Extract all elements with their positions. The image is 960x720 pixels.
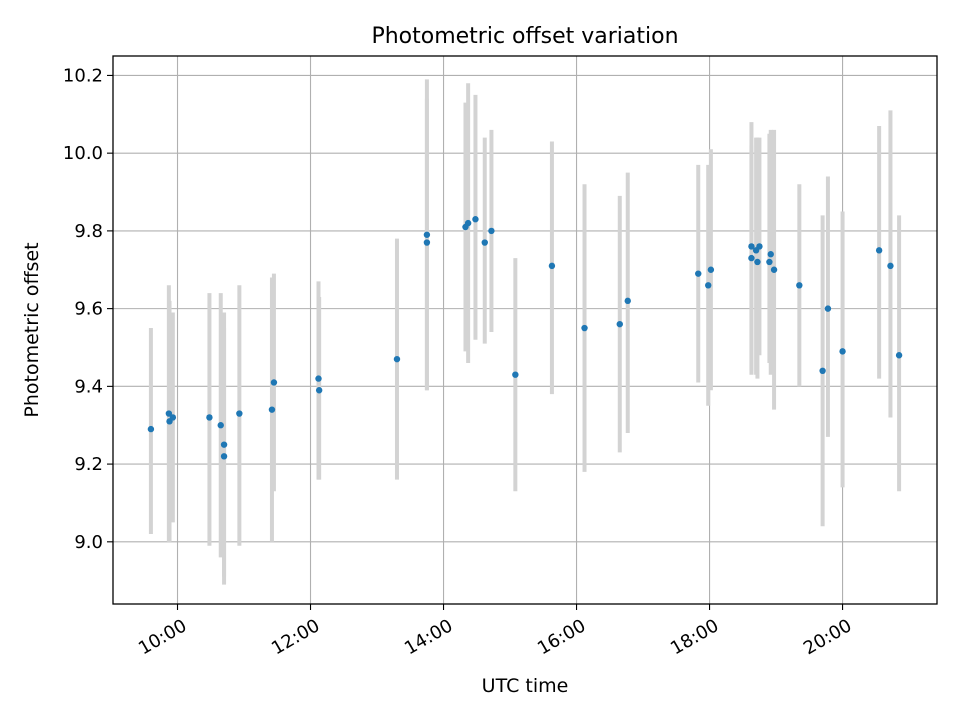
data-points: [147, 216, 903, 460]
data-point: [206, 414, 213, 421]
data-point: [169, 414, 177, 421]
x-axis-label: UTC time: [482, 675, 569, 697]
data-point: [748, 254, 755, 262]
y-tick-label: 9.8: [74, 221, 103, 242]
data-point: [887, 262, 894, 270]
data-point: [147, 425, 155, 433]
data-point: [748, 243, 755, 250]
data-point: [393, 355, 401, 363]
data-point: [581, 324, 588, 332]
data-point: [217, 422, 224, 429]
data-point: [754, 258, 761, 266]
data-point: [481, 239, 488, 246]
data-point: [165, 410, 173, 417]
y-tick-label: 9.0: [74, 532, 103, 553]
y-tick-label: 10.2: [63, 65, 103, 86]
data-point: [767, 251, 774, 258]
data-point: [315, 387, 323, 394]
data-point: [220, 453, 228, 460]
data-point: [268, 406, 276, 413]
data-point: [512, 371, 519, 378]
data-point: [770, 266, 778, 273]
data-point: [236, 410, 243, 417]
plot-frame: [112, 55, 938, 605]
data-point: [616, 320, 623, 328]
y-tick-label: 9.2: [74, 454, 103, 475]
data-point: [705, 282, 712, 289]
data-point: [824, 305, 832, 312]
y-tick-label: 9.6: [74, 299, 103, 320]
data-point: [624, 297, 631, 305]
data-point: [695, 270, 702, 277]
data-point: [707, 266, 715, 273]
data-point: [423, 239, 431, 246]
data-point: [423, 231, 431, 238]
y-tick-label: 9.4: [74, 376, 103, 397]
y-tick-label: 10.0: [63, 143, 103, 164]
data-point: [220, 441, 228, 448]
data-point: [464, 219, 472, 227]
data-point: [895, 352, 903, 359]
data-point: [875, 247, 883, 254]
data-point: [488, 227, 495, 235]
y-axis-label: Photometric offset: [21, 242, 43, 417]
data-point: [819, 367, 826, 375]
data-point: [766, 258, 773, 266]
data-point: [548, 262, 556, 270]
chart-title: Photometric offset variation: [371, 24, 678, 49]
data-point: [315, 375, 322, 382]
data-point: [839, 348, 846, 355]
data-point: [472, 216, 479, 223]
data-point: [796, 282, 803, 289]
data-point: [756, 243, 763, 250]
data-point: [270, 379, 278, 386]
